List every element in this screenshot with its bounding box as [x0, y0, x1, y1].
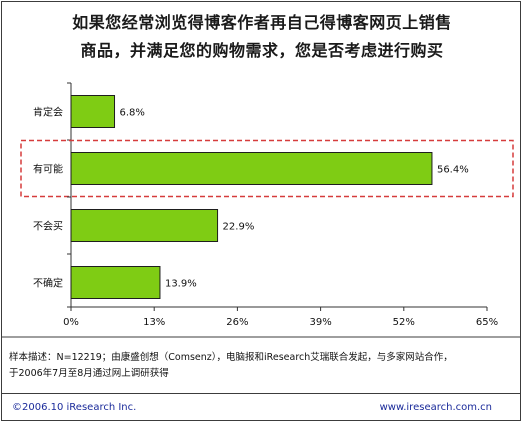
chart-title-line-2: 商品，并满足您的购物需求，您是否考虑进行购买	[80, 41, 444, 60]
bar-value-label: 22.9%	[223, 222, 255, 233]
bar-3	[70, 209, 219, 242]
website-link[interactable]: www.iresearch.com.cn	[379, 402, 492, 413]
bar-value-label: 56.4%	[437, 165, 469, 176]
category-label: 有可能	[33, 163, 63, 176]
category-label: 肯定会	[33, 106, 63, 119]
bar-value-label: 6.8%	[120, 108, 145, 119]
chart-title-line-1: 如果您经常浏览得博客作者再自己得博客网页上销售	[72, 13, 452, 32]
x-tick-label: 52%	[393, 317, 415, 328]
category-label: 不确定	[33, 277, 63, 290]
bar-chart: 0% 13% 26% 39% 52% 65% 6.8% 肯定会 56.4% 有可能 22.9% 不会买…	[1, 82, 521, 338]
category-label: 不会买	[33, 220, 63, 233]
copyright-text: ©2006.10 iResearch Inc.	[12, 402, 137, 413]
sample-note-line-1: 样本描述：N=12219；由康盛创想（Comsenz），电脑报和iResearc…	[9, 352, 453, 363]
sample-note-line-2: 于2006年7月至8月通过网上调研获得	[9, 368, 169, 379]
x-tick-label: 39%	[309, 317, 331, 328]
footer-separator	[1, 393, 521, 394]
bar-1	[70, 95, 116, 128]
x-tick-label: 65%	[476, 317, 498, 328]
x-tick-label: 0%	[63, 317, 79, 328]
x-tick-label: 13%	[143, 317, 165, 328]
bar-2	[70, 152, 433, 185]
x-tick-label: 26%	[226, 317, 248, 328]
bar-4	[70, 266, 161, 299]
highlight-dashed-box	[20, 139, 514, 198]
bar-value-label: 13.9%	[165, 279, 197, 290]
